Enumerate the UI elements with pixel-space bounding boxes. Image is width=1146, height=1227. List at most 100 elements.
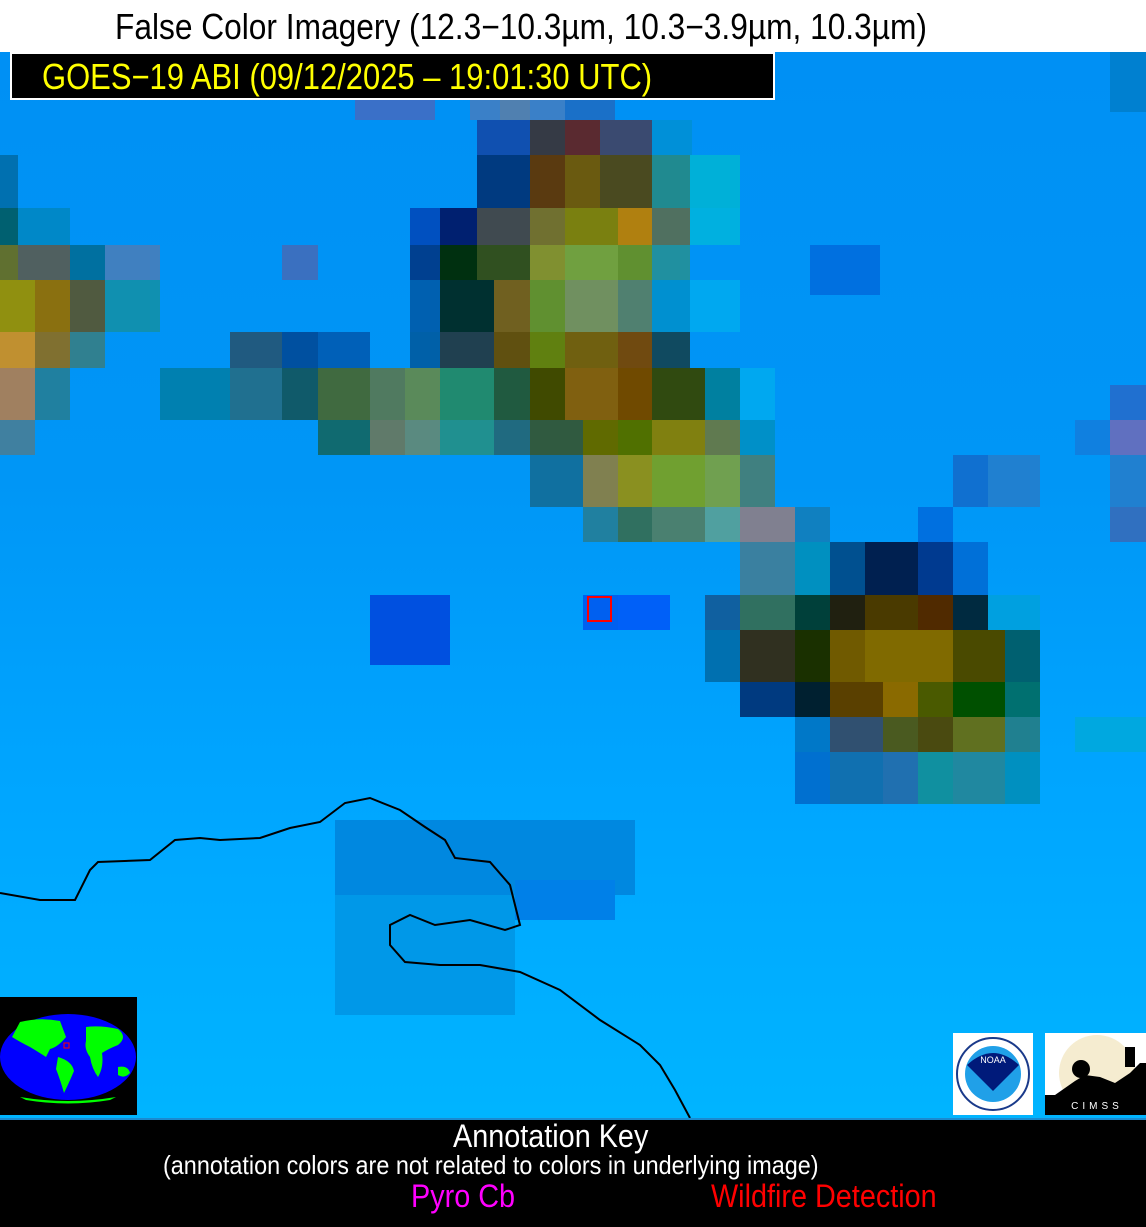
imagery-pixel-block (70, 332, 105, 368)
imagery-pixel-block (530, 155, 565, 208)
imagery-pixel-block (830, 752, 883, 804)
imagery-pixel-block (690, 280, 740, 332)
imagery-pixel-block (618, 280, 652, 332)
imagery-pixel-block (810, 245, 880, 295)
imagery-pixel-block (618, 455, 652, 507)
imagery-pixel-block (160, 368, 230, 420)
imagery-pixel-block (335, 895, 515, 1015)
imagery-pixel-block (500, 100, 530, 120)
imagery-pixel-block (652, 420, 705, 455)
imagery-pixel-block (988, 595, 1040, 630)
imagery-pixel-block (740, 368, 775, 420)
imagery-pixel-block (583, 420, 618, 455)
imagery-pixel-block (405, 420, 440, 455)
imagery-pixel-block (35, 280, 70, 332)
imagery-pixel-block (440, 280, 494, 332)
imagery-pixel-block (565, 208, 618, 245)
imagery-pixel-block (740, 455, 775, 507)
imagery-pixel-block (600, 155, 652, 208)
imagery-pixel-block (652, 507, 705, 542)
imagery-pixel-block (918, 752, 953, 804)
imagery-pixel-block (0, 332, 35, 368)
imagery-pixel-block (918, 682, 953, 717)
noaa-logo-icon: NOAA (956, 1037, 1030, 1111)
globe-icon (0, 1014, 136, 1104)
imagery-pixel-block (795, 542, 830, 595)
wildfire-detection-box (587, 596, 612, 622)
imagery-pixel-block (282, 368, 318, 420)
imagery-pixel-block (918, 717, 953, 752)
imagery-pixel-block (35, 368, 70, 420)
cimss-logo-icon: CIMSS (1045, 1035, 1146, 1115)
imagery-pixel-block (530, 245, 565, 280)
cimss-logo-text: CIMSS (1071, 1101, 1123, 1112)
imagery-pixel-block (477, 245, 530, 280)
noaa-logo-text: NOAA (980, 1055, 1006, 1065)
imagery-pixel-block (230, 332, 282, 368)
imagery-pixel-block (618, 332, 652, 368)
imagery-pixel-block (652, 120, 692, 155)
imagery-pixel-block (565, 332, 618, 368)
annotation-key-title: Annotation Key (453, 1118, 649, 1154)
imagery-pixel-block (494, 332, 530, 368)
imagery-pixel-block (410, 280, 440, 332)
imagery-pixel-block (953, 595, 988, 630)
imagery-pixel-block (105, 280, 160, 332)
imagery-pixel-block (705, 455, 740, 507)
imagery-pixel-block (652, 332, 690, 368)
imagery-pixel-block (830, 682, 883, 717)
imagery-pixel-block (1110, 52, 1146, 112)
imagery-pixel-block (705, 595, 740, 630)
imagery-pixel-block (883, 682, 918, 717)
imagery-pixel-block (1005, 682, 1040, 717)
imagery-pixel-block (583, 455, 618, 507)
imagery-pixel-block (530, 368, 565, 420)
legend-wildfire-detection: Wildfire Detection (711, 1178, 937, 1214)
imagery-pixel-block (565, 368, 618, 420)
imagery-pixel-block (565, 245, 618, 280)
imagery-pixel-block (410, 245, 440, 280)
imagery-pixel-block (652, 245, 690, 280)
imagery-pixel-block (477, 208, 530, 245)
imagery-pixel-block (795, 507, 830, 542)
imagery-pixel-block (1005, 752, 1040, 804)
imagery-pixel-block (105, 245, 160, 280)
imagery-pixel-block (652, 280, 690, 332)
imagery-pixel-block (652, 455, 705, 507)
imagery-pixel-block (0, 420, 35, 455)
imagery-pixel-block (865, 630, 953, 682)
imagery-pixel-block (410, 332, 440, 368)
imagery-pixel-block (282, 332, 318, 368)
imagery-pixel-block (0, 280, 35, 332)
imagery-pixel-block (35, 332, 70, 368)
imagery-pixel-block (740, 682, 795, 717)
imagery-pixel-block (355, 100, 435, 120)
imagery-pixel-block (530, 332, 565, 368)
imagery-pixel-block (918, 595, 953, 630)
imagery-pixel-block (953, 682, 1005, 717)
imagery-pixel-block (988, 455, 1040, 507)
imagery-pixel-block (1110, 507, 1146, 542)
annotation-key-subtitle: (annotation colors are not related to co… (163, 1150, 819, 1180)
imagery-pixel-block (953, 752, 1005, 804)
imagery-pixel-block (1110, 455, 1146, 507)
imagery-pixel-block (618, 245, 652, 280)
imagery-pixel-block (477, 155, 530, 208)
imagery-pixel-block (18, 208, 70, 245)
imagery-pixel-block (652, 368, 705, 420)
imagery-pixel-block (440, 332, 494, 368)
imagery-pixel-block (830, 542, 865, 595)
imagery-pixel-block (0, 155, 18, 208)
imagery-pixel-block (70, 245, 105, 280)
imagery-pixel-block (795, 595, 830, 630)
imagery-pixel-block (953, 717, 1005, 752)
imagery-pixel-block (230, 368, 282, 420)
imagery-pixel-block (370, 595, 450, 665)
coastline (0, 596, 691, 1118)
imagery-pixel-block (1110, 420, 1146, 455)
imagery-pixel-block (1075, 717, 1146, 752)
imagery-pixel-block (318, 332, 370, 368)
imagery-pixel-block (618, 595, 670, 630)
imagery-pixel-block (953, 455, 988, 507)
imagery-pixel-block (652, 208, 690, 245)
